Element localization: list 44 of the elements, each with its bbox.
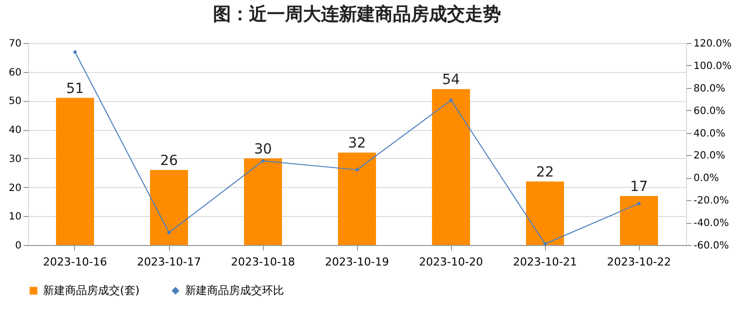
bar xyxy=(150,170,188,245)
bar xyxy=(56,98,94,245)
y-tick-label: 70 xyxy=(8,38,22,50)
y2-tick-label: 20.0% xyxy=(694,150,726,162)
data-label: 17 xyxy=(630,178,648,195)
y-tick-label: 20 xyxy=(8,182,22,194)
x-tick-label: 2023-10-16 xyxy=(43,256,107,268)
data-label: 22 xyxy=(536,164,554,181)
bar xyxy=(620,196,658,245)
y2-tick-label: 120.0% xyxy=(694,38,732,50)
data-label: 30 xyxy=(254,141,272,158)
data-label: 51 xyxy=(66,80,84,97)
bar xyxy=(526,182,564,245)
chart-title: 图：近一周大连新建商品房成交走势 xyxy=(213,4,501,25)
legend-label: 新建商品房成交环比 xyxy=(185,284,284,297)
y2-tick-label: 100.0% xyxy=(694,60,732,72)
bar xyxy=(338,152,376,245)
data-label: 26 xyxy=(160,152,178,169)
y2-tick-label: -40.0% xyxy=(694,218,729,230)
data-label: 54 xyxy=(442,72,460,88)
y-tick-label: 30 xyxy=(8,154,22,165)
y-tick-label: 0 xyxy=(15,240,22,252)
x-tick-label: 2023-10-21 xyxy=(513,256,577,268)
legend-label: 新建商品房成交(套) xyxy=(43,284,140,297)
y2-tick-label: 0.0% xyxy=(694,173,719,184)
point xyxy=(636,201,642,206)
x-tick-label: 2023-10-18 xyxy=(231,256,295,268)
y2-tick-label: 40.0% xyxy=(694,128,726,140)
y2-tick-label: 80.0% xyxy=(694,83,726,94)
y-tick-label: 40 xyxy=(8,125,22,136)
x-tick-label: 2023-10-20 xyxy=(419,256,483,268)
y2-tick-label: -60.0% xyxy=(694,240,729,252)
data-label: 32 xyxy=(348,136,366,152)
x-tick-label: 2023-10-22 xyxy=(607,256,671,268)
y2-tick-label: -20.0% xyxy=(694,196,729,207)
bar xyxy=(432,89,470,245)
y-tick-label: 10 xyxy=(8,212,22,223)
y2-tick-label: 60.0% xyxy=(694,106,726,117)
x-tick-label: 2023-10-17 xyxy=(137,256,201,268)
y-tick-label: 50 xyxy=(8,96,22,108)
y-tick-label: 60 xyxy=(8,67,22,78)
point xyxy=(72,50,78,54)
x-tick-label: 2023-10-19 xyxy=(325,256,389,268)
bar xyxy=(244,158,282,245)
